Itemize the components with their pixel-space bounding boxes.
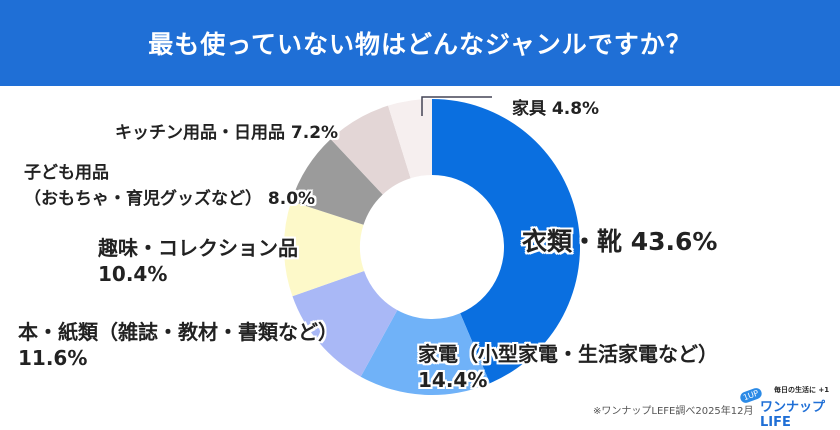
label-hobby: 趣味・コレクション品 [98, 236, 298, 260]
label-furniture: 家具 4.8% [512, 99, 600, 119]
label-hobby-value: 10.4% [98, 262, 168, 286]
brand-logo: 1UP 毎日の生活に +1 ワンナップ LIFE [738, 384, 838, 430]
slice-6 [388, 99, 432, 179]
furniture-leader-line [421, 96, 492, 116]
label-books-value: 11.6% [18, 346, 88, 370]
label-clothes: 衣類・靴 43.6% [522, 227, 718, 256]
donut-chart [284, 96, 580, 395]
slice-3 [284, 201, 365, 297]
label-appliance: 家電（小型家電・生活家電など） [418, 342, 718, 366]
logo-tagline: 毎日の生活に +1 [774, 386, 830, 394]
slice-0 [432, 99, 580, 384]
source-note: ※ワンナップLEFE調べ2025年12月 [593, 406, 754, 417]
label-kids: 子ども用品 [24, 163, 109, 183]
slice-2 [292, 270, 398, 377]
label-books: 本・紙類（雑誌・教材・書類など） [18, 320, 338, 344]
slice-5 [330, 105, 411, 195]
label-kids-value: （おもちゃ・育児グッズなど） 8.0% [24, 189, 316, 209]
slice-4 [291, 139, 383, 225]
logo-text: ワンナップ LIFE [760, 400, 826, 430]
chart-title: 最も使っていない物はどんなジャンルですか？ [0, 0, 840, 86]
label-kitchen: キッチン用品・日用品 7.2% [115, 123, 339, 143]
slice-1 [360, 310, 490, 395]
label-appliance-value: 14.4% [418, 368, 488, 392]
